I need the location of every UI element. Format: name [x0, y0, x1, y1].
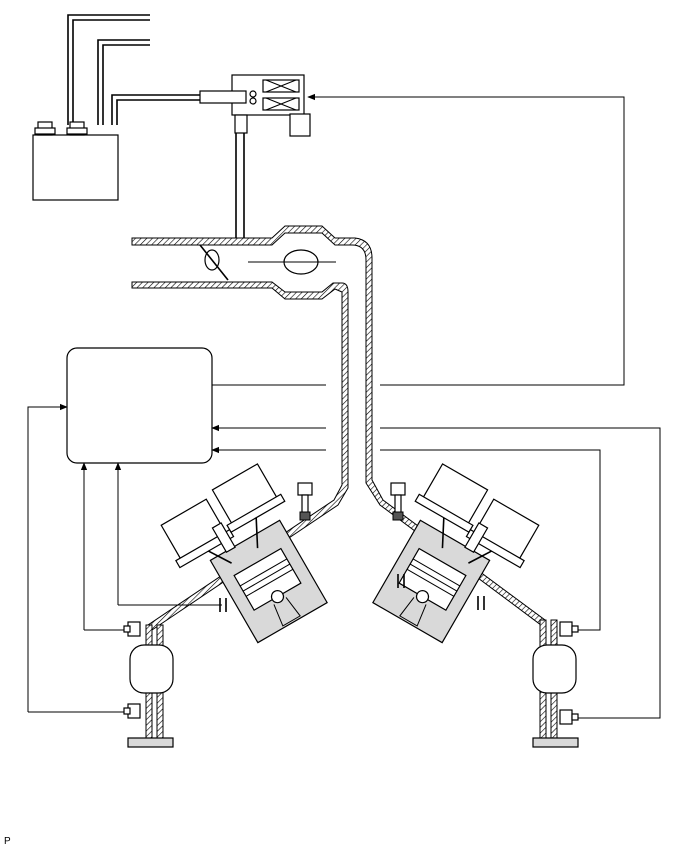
solenoid-signal-line	[307, 93, 625, 386]
throttle-valve	[199, 244, 229, 281]
left-exhaust-pipe	[123, 598, 227, 748]
solenoid-valve	[199, 74, 311, 137]
left-cylinder-bank	[160, 463, 328, 644]
right-cylinder-bank	[372, 463, 540, 644]
battery-leads	[67, 14, 200, 125]
ecu-signal-lines	[27, 384, 661, 719]
intake-control-valve	[248, 249, 336, 275]
left-injector	[297, 482, 313, 521]
solenoid-hose	[235, 133, 245, 240]
right-injector	[390, 482, 406, 521]
battery	[32, 121, 119, 201]
figure-corner-label: P	[4, 836, 11, 847]
ecu	[66, 347, 213, 464]
right-exhaust-pipe	[397, 574, 579, 748]
